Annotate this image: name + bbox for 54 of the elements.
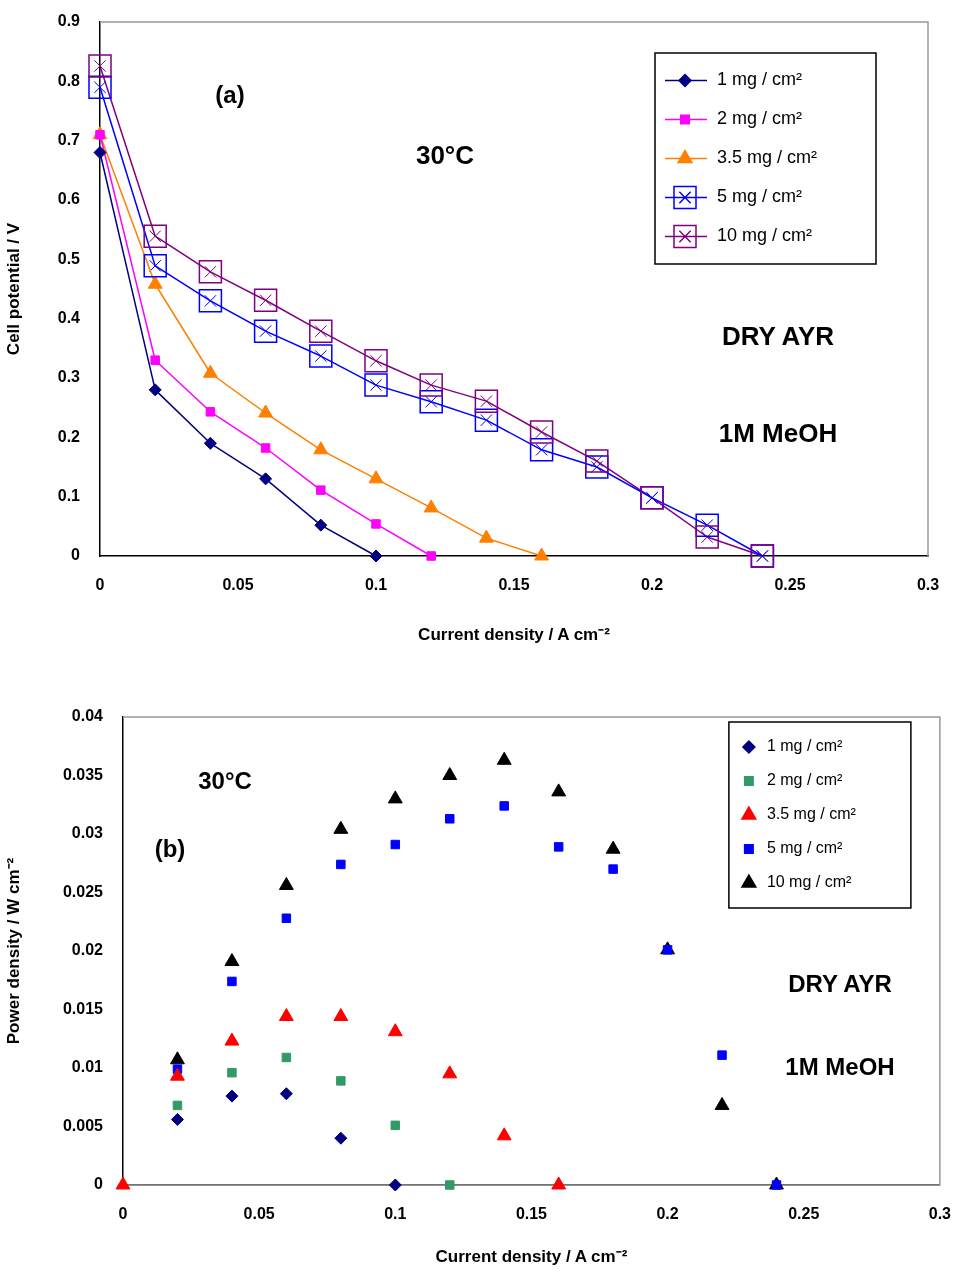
annotation: (b) xyxy=(154,834,186,862)
legend-label: 2 mg / cm² xyxy=(717,108,803,129)
x-tick-label: 0.3 xyxy=(928,1205,952,1223)
x-tick-label: 0.15 xyxy=(498,576,530,594)
x-tick-label: 0.05 xyxy=(222,576,254,594)
y-tick-label: 0.04 xyxy=(71,707,104,725)
legend-label: 1 mg / cm² xyxy=(717,69,803,90)
x-tick-label: 0.2 xyxy=(656,1205,679,1223)
x-tick-label: 0.3 xyxy=(916,576,940,594)
y-tick-label: 0.6 xyxy=(57,190,81,208)
y-tick-label: 0.1 xyxy=(57,487,81,505)
legend-label: 10 mg / cm² xyxy=(717,225,813,246)
annotation: DRY AYR xyxy=(788,969,892,997)
x-tick-label: 0 xyxy=(118,1205,128,1223)
y-tick-label: 0.01 xyxy=(71,1058,104,1076)
x-tick-label: 0.15 xyxy=(515,1205,548,1223)
annotation: (a) xyxy=(215,80,245,108)
y-tick-label: 0.03 xyxy=(71,824,104,842)
y-tick-label: 0.4 xyxy=(57,309,81,327)
y-axis-title: Cell potential / V xyxy=(3,222,23,356)
y-tick-label: 0.7 xyxy=(57,131,81,149)
legend-label: 2 mg / cm² xyxy=(766,771,844,789)
y-tick-label: 0.005 xyxy=(62,1116,104,1134)
legend-label: 5 mg / cm² xyxy=(766,839,844,857)
x-tick-label: 0.1 xyxy=(364,576,388,594)
y-tick-label: 0.3 xyxy=(57,368,81,386)
annotation: 30°C xyxy=(198,766,252,794)
x-tick-label: 0.1 xyxy=(384,1205,407,1223)
x-axis-title: Current density / A cm⁻² xyxy=(418,625,611,645)
x-tick-label: 0.25 xyxy=(788,1205,820,1223)
y-tick-label: 0.8 xyxy=(57,71,81,89)
y-axis-title: Power density / W cm⁻² xyxy=(3,857,23,1045)
y-tick-label: 0 xyxy=(94,1175,104,1193)
legend-label: 3.5 mg / cm² xyxy=(717,147,818,168)
legend-label: 3.5 mg / cm² xyxy=(766,805,857,823)
x-tick-label: 0.2 xyxy=(640,576,664,594)
legend-label: 5 mg / cm² xyxy=(717,186,803,207)
x-tick-label: 0.05 xyxy=(243,1205,275,1223)
annotation: DRY AYR xyxy=(721,321,835,352)
legend-label: 1 mg / cm² xyxy=(766,737,844,755)
y-tick-label: 0.5 xyxy=(57,249,81,267)
y-tick-label: 0.2 xyxy=(57,427,81,445)
y-tick-label: 0.035 xyxy=(62,765,104,783)
x-axis-title: Current density / A cm⁻² xyxy=(435,1247,628,1267)
y-tick-label: 0 xyxy=(71,546,81,564)
legend-label: 10 mg / cm² xyxy=(766,873,853,891)
annotation: 1M MeOH xyxy=(718,418,838,449)
annotation: 1M MeOH xyxy=(785,1052,895,1080)
y-tick-label: 0.025 xyxy=(62,882,104,900)
y-tick-label: 0.9 xyxy=(57,12,81,30)
annotation: 30°C xyxy=(415,140,475,171)
y-tick-label: 0.015 xyxy=(62,999,104,1017)
x-tick-label: 0.25 xyxy=(774,576,806,594)
y-tick-label: 0.02 xyxy=(71,941,104,959)
